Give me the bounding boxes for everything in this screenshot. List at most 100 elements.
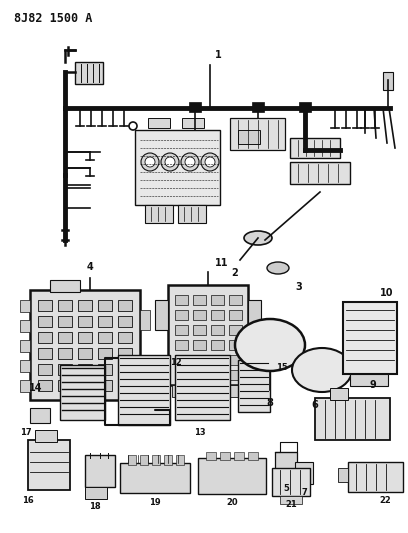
Bar (238, 360, 270, 412)
Bar (38, 364, 52, 375)
Bar (145, 205, 173, 223)
Bar (135, 130, 220, 205)
Bar (78, 300, 92, 311)
Text: 17: 17 (20, 428, 32, 437)
Ellipse shape (235, 319, 305, 371)
Bar (140, 455, 148, 465)
Bar (211, 340, 224, 350)
Text: 12: 12 (170, 358, 182, 367)
Text: 15: 15 (276, 364, 288, 373)
Bar (343, 302, 397, 374)
Text: 21: 21 (285, 500, 297, 509)
Text: 8J82 1500 A: 8J82 1500 A (14, 12, 92, 25)
Bar (128, 455, 136, 465)
Text: 10: 10 (380, 288, 393, 298)
Circle shape (145, 157, 155, 167)
Bar (38, 380, 52, 391)
Bar (152, 455, 160, 465)
Bar (193, 340, 206, 350)
Bar (98, 332, 112, 343)
Bar (118, 380, 132, 391)
Bar (85, 455, 115, 487)
Text: 5: 5 (283, 484, 289, 493)
Bar (58, 364, 72, 375)
Bar (78, 380, 92, 391)
Bar (176, 455, 184, 465)
Bar (211, 310, 224, 320)
Bar (175, 295, 188, 305)
Bar (118, 316, 132, 327)
Bar (220, 385, 245, 397)
Bar (290, 138, 340, 158)
Bar (30, 290, 140, 400)
Bar (140, 310, 150, 330)
Text: 7: 7 (301, 488, 307, 497)
Bar (155, 300, 168, 330)
Text: 9: 9 (370, 380, 377, 390)
Bar (175, 310, 188, 320)
Bar (229, 355, 242, 365)
Bar (229, 325, 242, 335)
Bar (175, 325, 188, 335)
Ellipse shape (244, 231, 272, 245)
Bar (350, 374, 388, 386)
Bar (220, 452, 230, 460)
Ellipse shape (267, 262, 289, 274)
Bar (338, 468, 348, 482)
Bar (50, 280, 80, 292)
Bar (252, 102, 264, 112)
Circle shape (201, 153, 219, 171)
Bar (193, 295, 206, 305)
Bar (58, 348, 72, 359)
Bar (38, 348, 52, 359)
Bar (238, 130, 260, 144)
Bar (193, 355, 206, 365)
Bar (193, 310, 206, 320)
Bar (211, 370, 224, 380)
Bar (175, 355, 188, 365)
Circle shape (129, 122, 137, 130)
Bar (20, 320, 30, 332)
Bar (182, 118, 204, 128)
Bar (206, 452, 216, 460)
Bar (383, 72, 393, 90)
Bar (193, 370, 206, 380)
Ellipse shape (292, 348, 352, 392)
Bar (211, 325, 224, 335)
Text: 22: 22 (379, 496, 391, 505)
Bar (98, 380, 112, 391)
Bar (20, 360, 30, 372)
Text: 6: 6 (312, 400, 318, 410)
Circle shape (185, 157, 195, 167)
Bar (295, 462, 313, 484)
Bar (168, 285, 248, 385)
Bar (20, 300, 30, 312)
Bar (28, 440, 70, 490)
Bar (58, 316, 72, 327)
Bar (98, 364, 112, 375)
Bar (118, 364, 132, 375)
Bar (58, 380, 72, 391)
Bar (178, 205, 206, 223)
Bar (38, 316, 52, 327)
Text: 11: 11 (215, 258, 228, 268)
Bar (148, 118, 170, 128)
Bar (229, 370, 242, 380)
Bar (35, 430, 57, 442)
Text: 13: 13 (194, 428, 206, 437)
Text: 4: 4 (86, 262, 93, 272)
Bar (118, 348, 132, 359)
Text: 1: 1 (215, 50, 222, 60)
Bar (20, 340, 30, 352)
Bar (315, 398, 390, 440)
Bar (280, 496, 302, 504)
Bar (164, 455, 172, 465)
Bar (211, 295, 224, 305)
Text: 14: 14 (29, 383, 42, 393)
Bar (290, 162, 350, 184)
Bar (211, 355, 224, 365)
Bar (175, 340, 188, 350)
Bar (118, 332, 132, 343)
Bar (193, 325, 206, 335)
Bar (248, 452, 258, 460)
